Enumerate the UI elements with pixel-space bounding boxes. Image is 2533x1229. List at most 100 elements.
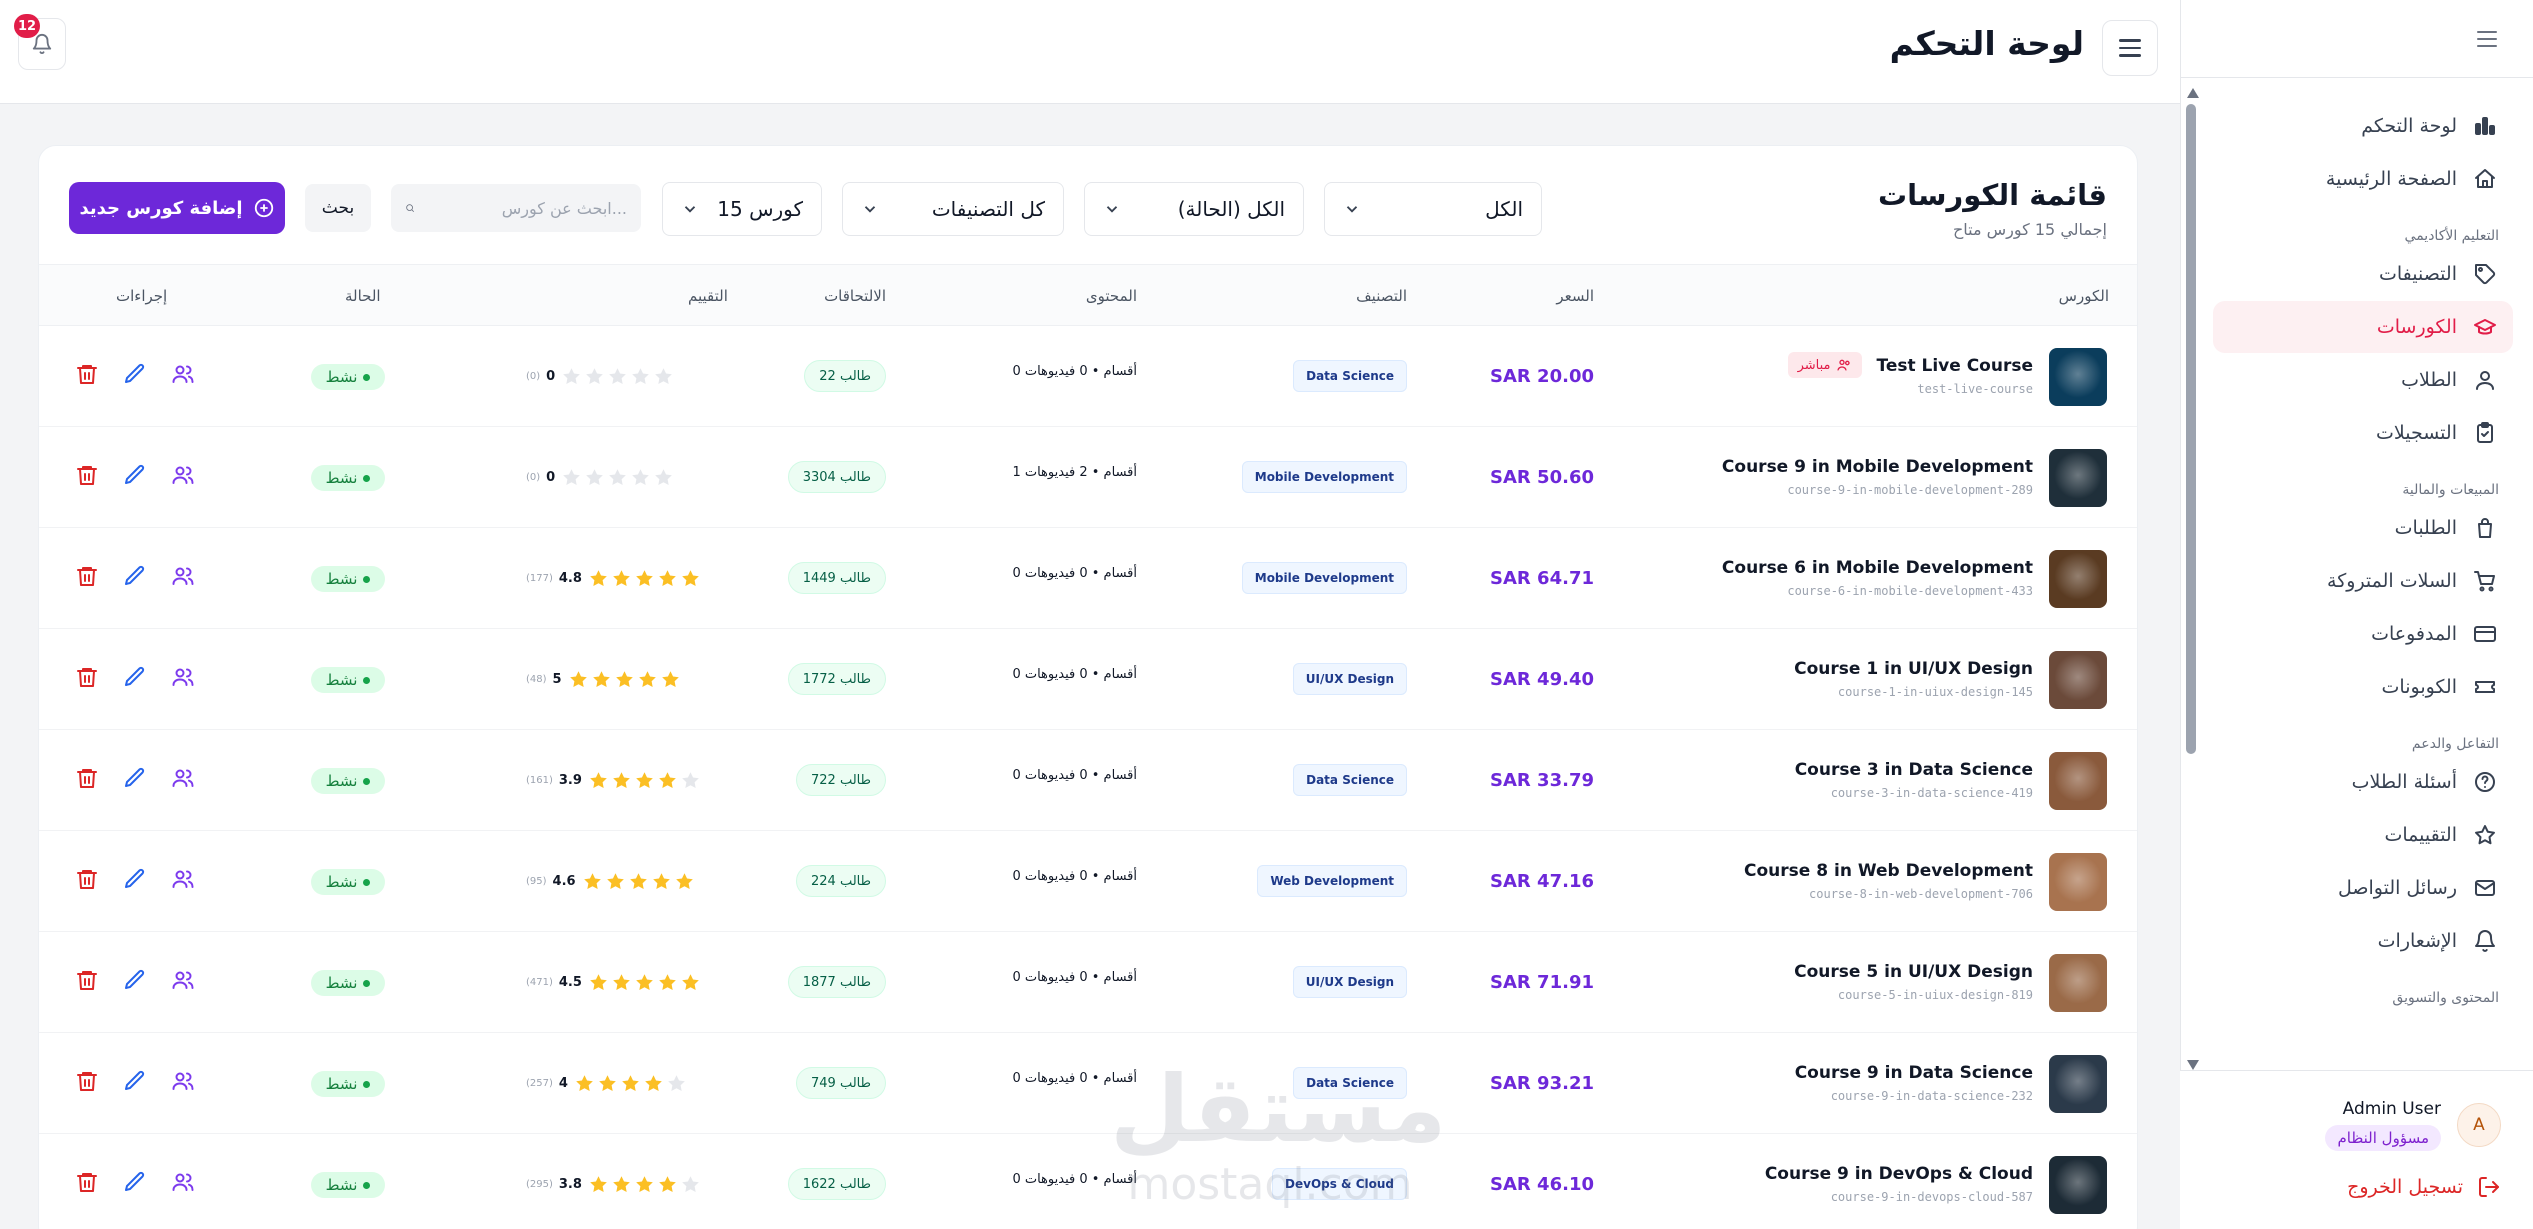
course-thumbnail[interactable] — [2049, 954, 2107, 1012]
course-title[interactable]: Course 9 in Mobile Development — [1721, 457, 2033, 477]
sidebar-item-bar-chart[interactable]: لوحة التحكم — [2213, 100, 2513, 152]
course-thumbnail[interactable] — [2049, 1055, 2107, 1113]
course-thumbnail[interactable] — [2049, 550, 2107, 608]
course-thumbnail[interactable] — [2049, 752, 2107, 810]
notifications-button[interactable] — [18, 18, 66, 70]
edit-icon[interactable] — [123, 564, 147, 588]
star-icon — [586, 468, 604, 485]
edit-icon[interactable] — [123, 766, 147, 790]
sidebar-scrollbar[interactable] — [2185, 88, 2199, 1070]
scroll-thumb[interactable] — [2186, 104, 2196, 754]
course-thumbnail[interactable] — [2049, 853, 2107, 911]
course-content-summary: 1 أقسام • 2 فيديوهات — [1012, 465, 1137, 480]
sidebar-top — [2181, 0, 2533, 78]
sidebar-item-mail[interactable]: رسائل التواصل — [2213, 862, 2513, 914]
table-row[interactable]: Course 9 in Data Science course-9-in-data… — [39, 1033, 2137, 1134]
category-filter-select[interactable]: كل التصنيفات — [842, 182, 1064, 236]
delete-icon[interactable] — [75, 362, 99, 386]
course-thumbnail[interactable] — [2049, 348, 2107, 406]
students-icon[interactable] — [171, 564, 195, 588]
star-icon — [652, 872, 670, 889]
students-icon[interactable] — [171, 867, 195, 891]
delete-icon[interactable] — [75, 766, 99, 790]
category-badge: Data Science — [1293, 360, 1407, 392]
course-thumbnail[interactable] — [2049, 1156, 2107, 1214]
scroll-up-arrow-icon[interactable] — [2187, 88, 2199, 98]
table-row[interactable]: Test Live Course test-live-course مباشر SAR… — [39, 326, 2137, 427]
sidebar-item-cart[interactable]: السلات المتروكة — [2213, 555, 2513, 607]
sidebar-item-star[interactable]: التقييمات — [2213, 809, 2513, 861]
rating-stars — [561, 366, 674, 387]
add-course-button[interactable]: إضافة كورس جديد — [69, 182, 285, 234]
delete-icon[interactable] — [75, 463, 99, 487]
sidebar-item-label: الكورسات — [2376, 316, 2457, 338]
menu-toggle-button[interactable] — [2102, 20, 2158, 76]
edit-icon[interactable] — [123, 1170, 147, 1194]
edit-icon[interactable] — [123, 1069, 147, 1093]
delete-icon[interactable] — [75, 1069, 99, 1093]
course-title[interactable]: Course 1 in UI/UX Design — [1794, 659, 2033, 679]
students-icon[interactable] — [171, 1170, 195, 1194]
students-icon[interactable] — [171, 1069, 195, 1093]
table-row[interactable]: Course 3 in Data Science course-3-in-data… — [39, 730, 2137, 831]
search-button[interactable]: بحث — [305, 184, 371, 232]
table-row[interactable]: Course 9 in Mobile Development course-9-i… — [39, 427, 2137, 528]
table-row[interactable]: Course 5 in UI/UX Design course-5-in-uiux… — [39, 932, 2137, 1033]
search-input[interactable] — [427, 198, 627, 218]
add-course-label: إضافة كورس جديد — [79, 197, 243, 219]
course-thumbnail[interactable] — [2049, 651, 2107, 709]
course-thumbnail[interactable] — [2049, 449, 2107, 507]
cart-icon — [2474, 571, 2495, 592]
edit-icon[interactable] — [123, 968, 147, 992]
table-row[interactable]: Course 8 in Web Development course-8-in-w… — [39, 831, 2137, 932]
edit-icon[interactable] — [123, 867, 147, 891]
sidebar-item-graduation-cap[interactable]: الكورسات — [2213, 301, 2513, 353]
course-title[interactable]: Course 8 in Web Development — [1744, 861, 2033, 881]
students-icon[interactable] — [171, 463, 195, 487]
students-icon[interactable] — [171, 968, 195, 992]
delete-icon[interactable] — [75, 867, 99, 891]
rating-value: 4 — [558, 1075, 568, 1091]
star-icon — [613, 771, 630, 788]
delete-icon[interactable] — [75, 665, 99, 689]
students-icon[interactable] — [171, 766, 195, 790]
students-icon[interactable] — [171, 665, 195, 689]
course-title[interactable]: Course 5 in UI/UX Design — [1794, 962, 2033, 982]
delete-icon[interactable] — [75, 1170, 99, 1194]
table-row[interactable]: Course 6 in Mobile Development course-6-i… — [39, 528, 2137, 629]
sidebar-item-label: التسجيلات — [2376, 422, 2457, 444]
sidebar-item-credit-card[interactable]: المدفوعات — [2213, 608, 2513, 660]
star-icon — [636, 1175, 653, 1192]
sidebar-item-user[interactable]: الطلاب — [2213, 354, 2513, 406]
delete-icon[interactable] — [75, 564, 99, 588]
students-icon[interactable] — [171, 362, 195, 386]
table-row[interactable]: Course 9 in DevOps & Cloud course-9-in-de… — [39, 1134, 2137, 1229]
status-filter-select[interactable]: الكل (الحالة) — [1084, 182, 1304, 236]
course-title[interactable]: Course 9 in DevOps & Cloud — [1764, 1164, 2033, 1184]
sidebar-item-label: الطلاب — [2401, 369, 2457, 391]
per-page-select[interactable]: 15 كورس — [662, 182, 822, 236]
sidebar-item-home[interactable]: الصفحة الرئيسية — [2213, 153, 2513, 205]
sidebar-item-tag[interactable]: التصنيفات — [2213, 248, 2513, 300]
sidebar-item-ticket[interactable]: الكوبونات — [2213, 661, 2513, 713]
logout-button[interactable]: تسجيل الخروج — [2347, 1175, 2501, 1199]
sidebar-item-bell[interactable]: الإشعارات — [2213, 915, 2513, 967]
status-badge: نشط — [311, 566, 385, 592]
course-title[interactable]: Test Live Course — [1876, 356, 2033, 376]
sidebar-item-help-circle[interactable]: أسئلة الطلاب — [2213, 756, 2513, 808]
edit-icon[interactable] — [123, 463, 147, 487]
course-title[interactable]: Course 3 in Data Science — [1794, 760, 2033, 780]
edit-icon[interactable] — [123, 362, 147, 386]
course-title[interactable]: Course 9 in Data Science — [1794, 1063, 2033, 1083]
user-name: Admin User — [2342, 1099, 2441, 1119]
table-row[interactable]: Course 1 in UI/UX Design course-1-in-uiux… — [39, 629, 2137, 730]
type-filter-select[interactable]: الكل — [1324, 182, 1542, 236]
delete-icon[interactable] — [75, 968, 99, 992]
course-title[interactable]: Course 6 in Mobile Development — [1721, 558, 2033, 578]
avatar[interactable]: A — [2457, 1103, 2501, 1147]
sidebar-menu-icon[interactable] — [2475, 27, 2499, 51]
sidebar-item-clipboard[interactable]: التسجيلات — [2213, 407, 2513, 459]
edit-icon[interactable] — [123, 665, 147, 689]
sidebar-item-shopping-bag[interactable]: الطلبات — [2213, 502, 2513, 554]
scroll-down-arrow-icon[interactable] — [2187, 1060, 2199, 1070]
